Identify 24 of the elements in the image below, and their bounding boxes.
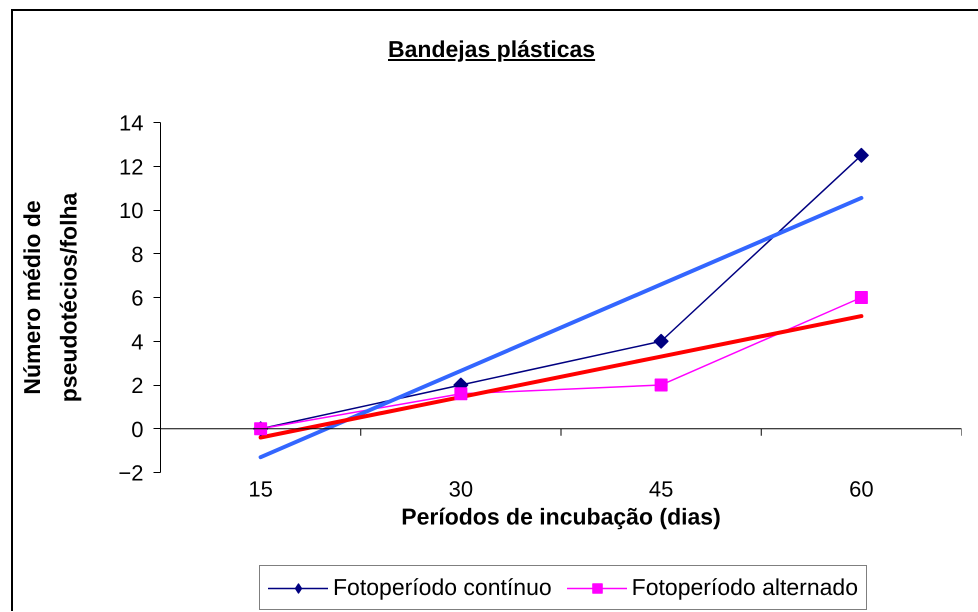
line-series — [258, 196, 864, 460]
y-tick-label: 14 — [119, 110, 144, 136]
point — [854, 291, 868, 304]
legend-label: Fotoperíodo contínuo — [333, 574, 552, 601]
y-tick-label: 6 — [131, 286, 144, 310]
x-tick-label: 30 — [448, 476, 474, 502]
point — [654, 378, 668, 392]
point — [654, 334, 669, 349]
y-tick-label: 12 — [119, 154, 144, 180]
y-tick-label: −2 — [118, 460, 144, 486]
y-tick-label: 4 — [131, 329, 144, 354]
x-tick-label: 45 — [648, 476, 674, 502]
y-axis-title: Número médio de pseudotécios/folha — [19, 192, 82, 402]
legend-label: Fotoperíodo alternado — [632, 574, 858, 601]
x-axis-title: Períodos de incubação (dias) — [401, 504, 721, 530]
y-tick-label: 0 — [131, 416, 144, 442]
y-tick-label: 2 — [131, 373, 144, 398]
point — [854, 148, 869, 163]
y-tick-label: 8 — [131, 242, 144, 267]
x-tick-label: 15 — [248, 476, 273, 502]
chart-title: Bandejas plásticas — [388, 35, 596, 63]
point — [454, 387, 468, 400]
y-tick-label: 10 — [119, 198, 144, 223]
x-tick-label: 60 — [849, 476, 874, 502]
